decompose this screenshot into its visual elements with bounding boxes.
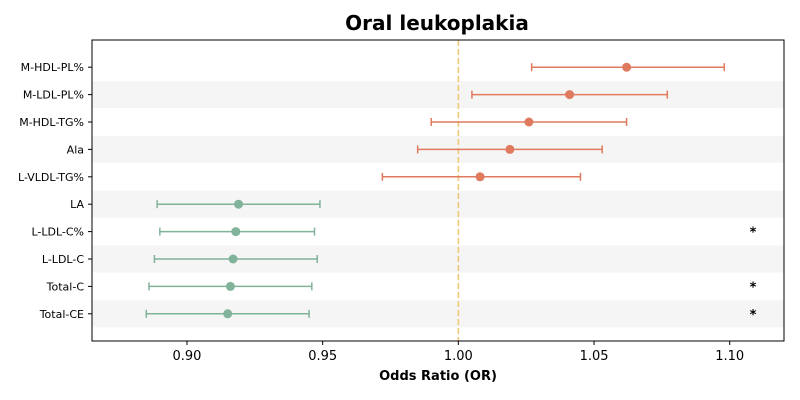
- y-tick-label: M-HDL-TG%: [19, 116, 84, 129]
- y-tick-label: L-LDL-C: [42, 253, 84, 266]
- y-axis: M-HDL-PL% M-LDL-PL% M-HDL-TG% Ala L-VLDL-TG%…: [18, 61, 92, 321]
- x-axis: 0.90 0.95 1.00 1.05 1.10: [173, 341, 744, 364]
- or-point: [475, 172, 485, 182]
- row-band: [92, 81, 784, 109]
- or-point: [505, 144, 515, 154]
- y-tick-label: Ala: [67, 143, 84, 156]
- significance-mark: *: [750, 308, 757, 323]
- x-tick-label: 1.05: [580, 349, 609, 364]
- y-tick-label: Total-C: [46, 280, 85, 293]
- y-tick-label: LA: [70, 198, 84, 211]
- or-point: [228, 254, 238, 264]
- plot-frame: [91, 39, 785, 342]
- or-point: [565, 90, 575, 100]
- significance-mark: *: [750, 226, 757, 241]
- x-tick-label: 1.00: [444, 349, 473, 364]
- x-tick-label: 0.95: [308, 349, 337, 364]
- or-point: [524, 117, 534, 127]
- x-axis-label: Odds Ratio (OR): [379, 369, 497, 384]
- x-tick-label: 1.10: [715, 349, 744, 364]
- or-point: [231, 227, 241, 237]
- or-point: [234, 199, 244, 209]
- chart-title: Oral leukoplakia: [345, 11, 529, 35]
- or-point: [223, 309, 233, 319]
- x-tick-label: 0.90: [173, 349, 202, 364]
- significance-mark: *: [750, 280, 757, 295]
- data-marks: * * *: [145, 62, 757, 323]
- or-point: [225, 281, 235, 291]
- y-tick-label: M-LDL-PL%: [23, 89, 84, 102]
- y-tick-label: Total-CE: [39, 308, 84, 321]
- or-point: [622, 62, 632, 72]
- y-tick-label: L-VLDL-TG%: [18, 171, 84, 184]
- y-tick-label: M-HDL-PL%: [21, 61, 84, 74]
- y-tick-label: L-LDL-C%: [31, 226, 84, 239]
